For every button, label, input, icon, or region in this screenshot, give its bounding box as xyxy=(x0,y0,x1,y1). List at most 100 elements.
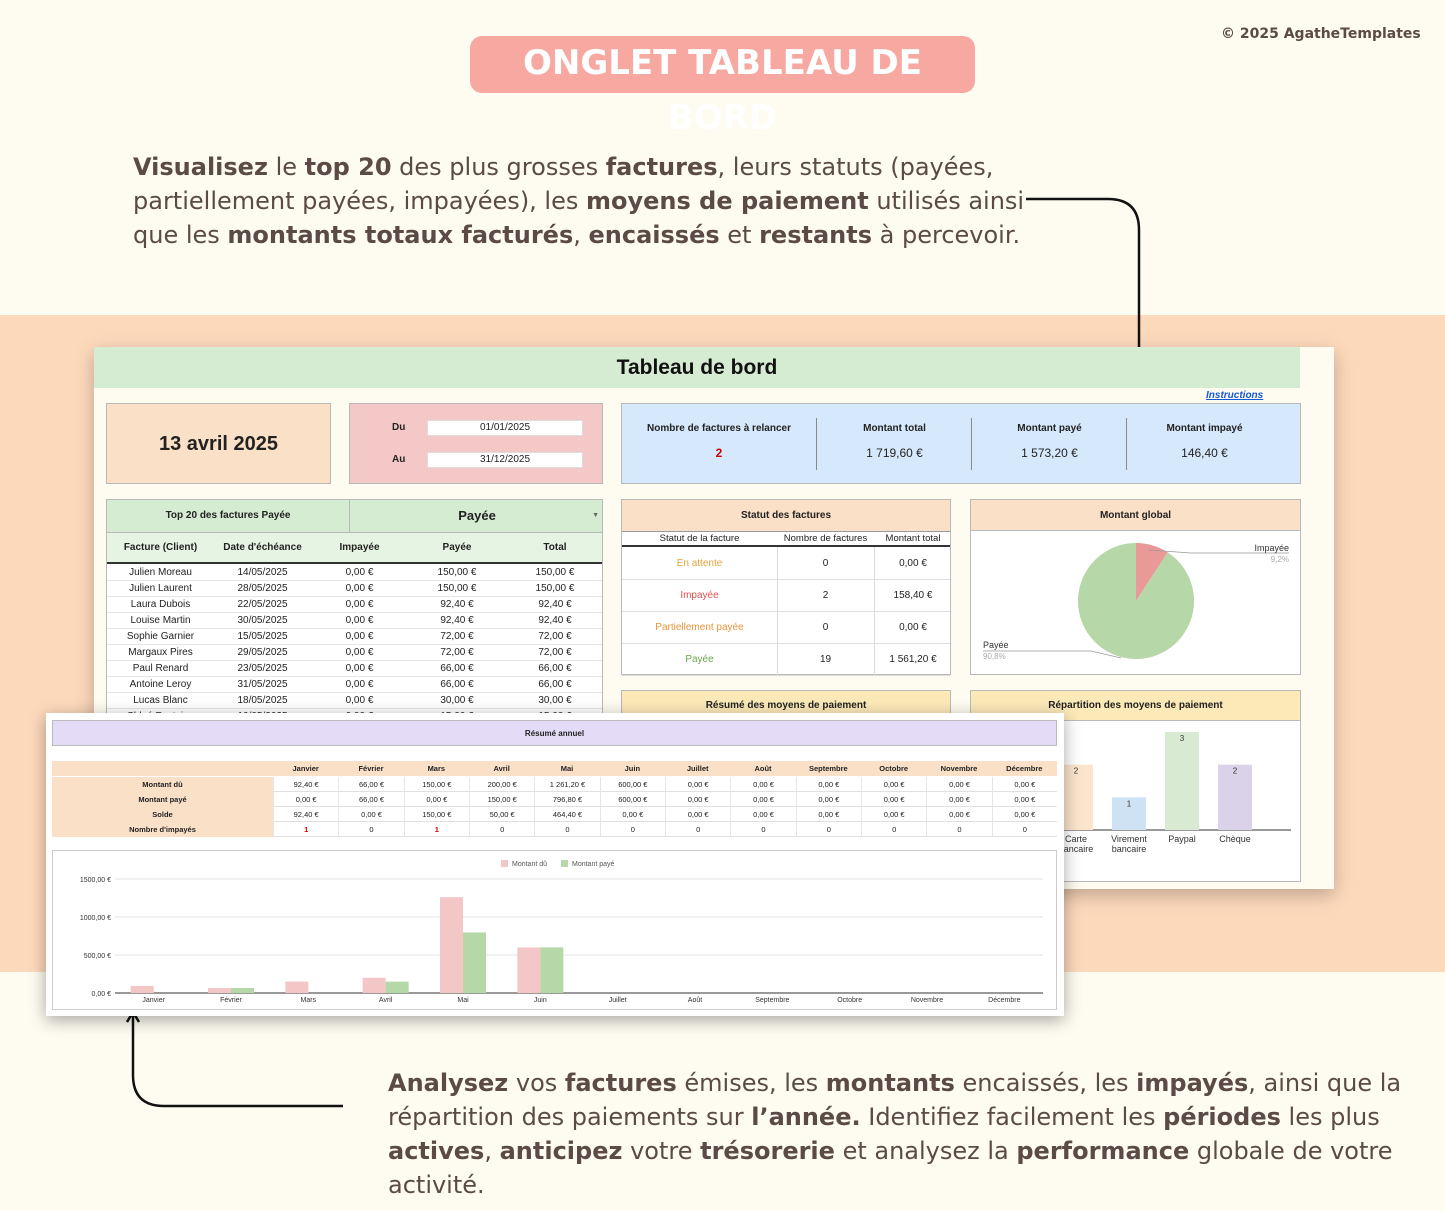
x-tick-label: Décembre xyxy=(988,997,1020,1004)
dashboard-sheet: Tableau de bord Instructions 13 avril 20… xyxy=(94,347,1334,889)
table-cell: 92,40 € xyxy=(538,599,572,610)
pie-label: Payée xyxy=(983,640,1009,650)
table-row: Laura Dubois 22/05/2025 0,00 € 92,40 € 92,40… xyxy=(107,597,602,613)
status-count: 2 xyxy=(822,590,829,601)
y-tick-label: 1000,00 € xyxy=(80,915,111,922)
annual-cell: 92,40 € xyxy=(273,777,338,792)
status-label: En attente xyxy=(676,558,723,569)
au-input[interactable]: 31/12/2025 xyxy=(427,452,583,468)
annual-cell: 0,00 € xyxy=(861,807,926,822)
pie-slice-impayée xyxy=(1136,543,1168,601)
annual-cell: 0 xyxy=(991,822,1057,837)
table-row: Sophie Garnier 15/05/2025 0,00 € 72,00 € 72,… xyxy=(107,629,602,645)
annual-cell: 0,00 € xyxy=(273,792,338,807)
y-tick-label: 0,00 € xyxy=(92,991,112,998)
outro-span: les plus xyxy=(1280,1103,1380,1131)
x-tick-label: Avril xyxy=(379,997,393,1004)
month-header: Février xyxy=(358,764,384,773)
kpi-value: 2 xyxy=(715,446,723,460)
annual-cell: 150,00 € xyxy=(469,792,534,807)
table-cell: 30/05/2025 xyxy=(237,615,288,626)
status-amount: 0,00 € xyxy=(899,622,927,633)
annual-cell: 66,00 € xyxy=(338,777,403,792)
table-cell: 66,00 € xyxy=(440,663,474,674)
bar-montant-paye xyxy=(540,947,564,993)
annual-cell: 0,00 € xyxy=(861,777,926,792)
annual-cell: 0,00 € xyxy=(665,807,730,822)
annual-row-label: Montant payé xyxy=(52,792,273,808)
leader-line xyxy=(983,650,1122,659)
annual-row: Montant dû 92,40 €66,00 €150,00 €200,00 €… xyxy=(52,777,1057,793)
pie-slice-payée xyxy=(1078,543,1194,659)
table-cell: 72,00 € xyxy=(440,647,474,658)
au-label: Au xyxy=(392,454,406,465)
month-header: Mai xyxy=(560,764,574,773)
bar-montant-du xyxy=(440,897,463,993)
x-tick-label: Novembre xyxy=(911,997,943,1004)
kpi-value: 146,40 € xyxy=(1181,446,1228,460)
intro-bold: encaissés xyxy=(588,221,720,249)
table-row: Louise Martin 30/05/2025 0,00 € 92,40 € 92,4… xyxy=(107,613,602,629)
intro-bold: restants xyxy=(759,221,873,249)
date-range: Du 01/01/2025 Au 31/12/2025 xyxy=(349,403,603,484)
status-label: Impayée xyxy=(680,590,719,601)
table-row: Paul Renard 23/05/2025 0,00 € 66,00 € 66,00 … xyxy=(107,661,602,677)
table-cell: 92,40 € xyxy=(440,615,474,626)
instructions-link[interactable]: Instructions xyxy=(1206,390,1264,401)
table-cell: 22/05/2025 xyxy=(237,599,288,610)
table-cell: 15/05/2025 xyxy=(237,631,288,642)
status-filter-dropdown[interactable]: Payée ▼ xyxy=(350,500,602,532)
bar-montant-du xyxy=(362,977,386,993)
table-cell: Julien Laurent xyxy=(129,583,192,594)
pie-label: Impayée xyxy=(1254,543,1289,553)
table-cell: 15,00 € xyxy=(506,709,602,713)
annual-cell: 0,00 € xyxy=(926,807,991,822)
outro-span: Identifiez facilement les xyxy=(860,1103,1164,1131)
outro-bold: anticipez xyxy=(499,1137,623,1165)
annual-row-label: Nombre d'impayés xyxy=(52,822,273,838)
bar-montant-paye xyxy=(231,987,254,993)
table-cell: 31/05/2025 xyxy=(237,679,288,690)
outro-text: Analysez vos factures émises, les montan… xyxy=(388,1066,1428,1202)
outro-bold: performance xyxy=(1016,1137,1190,1165)
outro-bold: impayés xyxy=(1136,1069,1249,1097)
table-cell: 92,40 € xyxy=(538,615,572,626)
intro-text: Visualisez le top 20 des plus grosses fa… xyxy=(133,150,1033,252)
column-divider xyxy=(777,547,778,675)
table-cell: 0,00 € xyxy=(345,615,374,626)
bar-value-label: 1 xyxy=(1127,799,1132,808)
pie-chart: Impayée 9,2% Payée 90,8% xyxy=(983,543,1289,661)
table-cell: 0,00 € xyxy=(311,709,408,713)
bar-category-label: Paypal xyxy=(1168,834,1196,844)
chevron-down-icon: ▼ xyxy=(592,512,599,519)
col-header: Montant total xyxy=(885,533,941,544)
col-header: Nombre de factures xyxy=(783,533,868,544)
intro-span: , leurs statuts (payées, partiellement p… xyxy=(133,153,994,215)
table-cell: Chloé Fontaine xyxy=(107,709,214,713)
bar-category-label: bancaire xyxy=(1112,844,1147,854)
annual-cell: 92,40 € xyxy=(273,807,338,822)
table-cell: 66,00 € xyxy=(440,679,474,690)
intro-span: à percevoir. xyxy=(872,221,1021,249)
annual-cell: 0,00 € xyxy=(991,807,1057,822)
month-header: Janvier xyxy=(292,764,319,773)
month-header: Septembre xyxy=(808,764,848,773)
annual-cell: 0 xyxy=(469,822,534,837)
kpi-value: 1 719,60 € xyxy=(866,446,923,460)
intro-span: , xyxy=(573,221,589,249)
table-cell: 28/05/2025 xyxy=(237,583,288,594)
outro-span: , ainsi que la répartition des paiements… xyxy=(388,1069,1402,1131)
outro-bold: périodes xyxy=(1163,1103,1281,1131)
intro-span: des plus grosses xyxy=(391,153,606,181)
annual-cell: 0,00 € xyxy=(926,777,991,792)
annual-cell: 0 xyxy=(534,822,599,837)
outro-bold: Analysez xyxy=(388,1069,509,1097)
bar-value-label: 2 xyxy=(1233,767,1238,776)
table-cell: 10/05/2025 xyxy=(214,709,311,713)
intro-bold: Visualisez xyxy=(133,153,268,181)
invoice-status-table: Statut des factures Statut de la facture… xyxy=(621,499,951,676)
intro-span: le xyxy=(267,153,305,181)
table-cell: 0,00 € xyxy=(345,663,374,674)
payment-bar xyxy=(1165,732,1199,830)
du-input[interactable]: 01/01/2025 xyxy=(427,420,583,436)
